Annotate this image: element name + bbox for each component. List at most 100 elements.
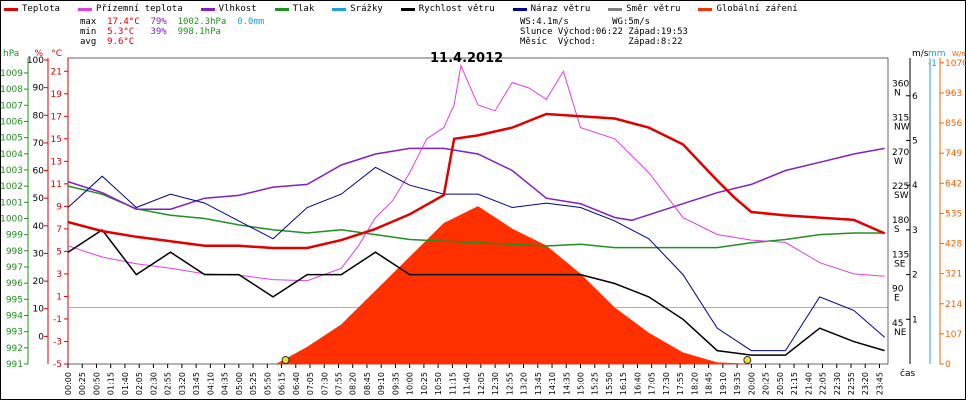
x-tick-label: 23:45 [875, 372, 884, 395]
x-tick-label: 21:40 [804, 372, 813, 395]
radiation-unit-label: W/m² [952, 50, 966, 58]
x-tick-label: 16:40 [633, 372, 642, 395]
legend-swatch [332, 7, 347, 11]
info-moonrise: Měsíc Východ: [520, 37, 596, 47]
pressure-line [67, 185, 885, 249]
x-tick-label: 15:25 [591, 372, 600, 395]
legend-swatch [512, 7, 527, 11]
temperature-tick-label: 15 [51, 135, 62, 145]
radiation-tick-label: 749 [945, 149, 962, 159]
stats-max-rain: 0.0mm [237, 17, 265, 27]
legend-label: Srážky [350, 4, 383, 14]
stats-max-row: max 17.4°C 79% 1002.3hPa 0.0mm [80, 17, 264, 27]
pressure-tick-label: 1004 [0, 150, 23, 160]
humidity-tick-label: 30 [33, 249, 45, 259]
pressure-tick-label: 1001 [0, 198, 23, 208]
legend-swatch [400, 7, 415, 11]
wind-speed-tick-label: 3 [912, 226, 918, 236]
stats-min-press: 998.1hPa [177, 27, 221, 37]
pressure-tick-label: 994 [6, 311, 23, 321]
x-tick-label: 10:00 [406, 372, 415, 395]
radiation-tick-label: 1070 [945, 59, 966, 69]
x-axis-label: čas [900, 368, 915, 379]
info-sunrise: Slunce Východ:06:22 [520, 27, 623, 37]
wind-direction-tick-label: 315 [892, 114, 909, 124]
pressure-tick-label: 1002 [0, 182, 23, 192]
x-tick-label: 06:15 [278, 372, 287, 395]
wind-direction-tick-label: 225 [892, 182, 909, 192]
stats-min-hum: 39% [150, 27, 167, 37]
legend-label: Směr větru [626, 4, 681, 14]
x-tick-label: 23:20 [861, 372, 870, 395]
humidity-tick-label: 100 [27, 56, 44, 66]
humidity-tick-label: 0 [38, 332, 44, 342]
x-tick-label: 02:55 [164, 372, 173, 395]
x-tick-label: 16:15 [619, 372, 628, 395]
legend-item: Teplota [4, 2, 60, 16]
pressure-tick-label: 1003 [0, 166, 23, 176]
temperature-tick-label: 11 [51, 180, 62, 190]
legend-swatch [698, 7, 713, 11]
wind-speed-tick-label: 6 [912, 92, 918, 102]
ground-temperature-line [67, 63, 885, 282]
x-tick-label: 15:50 [605, 372, 614, 395]
stats-block: max 17.4°C 79% 1002.3hPa 0.0mm min 5.3°C… [80, 17, 264, 47]
legend-item: Tlak [274, 2, 314, 16]
humidity-tick-label: 50 [33, 194, 45, 204]
wind-direction-tick-label: S [894, 225, 900, 235]
sunset-marker [743, 356, 752, 364]
legend-label: Náraz větru [530, 4, 591, 14]
x-tick-label: 08:20 [349, 372, 358, 395]
x-tick-label: 15:00 [577, 372, 586, 395]
legend-item: Náraz větru [512, 2, 591, 16]
legend-swatch [274, 7, 289, 11]
x-tick-label: 01:15 [107, 372, 116, 395]
pressure-tick-label: 1007 [0, 101, 23, 111]
wind-direction-tick-label: SE [894, 259, 906, 269]
stats-avg-label: avg [80, 37, 97, 47]
legend-item: Vlhkost [200, 2, 257, 16]
info-row-3: Měsíc Východ: Západ:8:22 [520, 37, 688, 47]
stats-min-row: min 5.3°C 39% 998.1hPa [80, 27, 264, 37]
rain-unit-label: mm [928, 49, 946, 59]
x-tick-label: 13:20 [520, 372, 529, 395]
wind-gust-line [67, 166, 885, 352]
stats-max-press: 1002.3hPa [177, 17, 227, 27]
pressure-tick-label: 1008 [0, 85, 23, 95]
stats-avg-temp: 9.6°C [107, 37, 135, 47]
wind-direction-tick-label: N [894, 88, 901, 98]
x-tick-label: 12:05 [477, 372, 486, 395]
legend-item: Srážky [332, 2, 383, 16]
info-moonset: Západ:8:22 [628, 37, 683, 47]
legend-swatch [608, 7, 623, 11]
x-tick-label: 18:20 [690, 372, 699, 395]
pressure-tick-label: 997 [6, 263, 23, 273]
humidity-tick-label: 60 [33, 167, 45, 177]
x-tick-label: 14:10 [548, 372, 557, 395]
legend-label: Vlhkost [218, 4, 257, 14]
humidity-tick-label: 80 [33, 111, 45, 121]
x-tick-label: 12:30 [491, 372, 500, 395]
wind-direction-tick-label: 270 [892, 148, 909, 158]
wind-direction-tick-label: SW [894, 191, 909, 201]
x-tick-label: 11:15 [448, 372, 457, 395]
legend-label: Teplota [22, 4, 60, 14]
pressure-tick-label: 1009 [0, 69, 23, 79]
temperature-tick-label: 7 [56, 225, 62, 235]
radiation-tick-label: 535 [945, 209, 962, 219]
temperature-tick-label: 13 [51, 157, 62, 167]
x-tick-label: 10:50 [434, 372, 443, 395]
info-block: WS:4.1m/s WG:5m/s Slunce Východ:06:22 Zá… [520, 17, 688, 47]
x-tick-label: 14:35 [562, 372, 571, 395]
radiation-tick-label: 0 [945, 360, 951, 370]
x-tick-label: 22:55 [847, 372, 856, 395]
humidity-tick-label: 70 [33, 139, 45, 149]
stats-max-hum: 79% [150, 17, 167, 27]
chart-title: 11.4.2012 [430, 51, 504, 66]
wind-direction-tick-label: W [894, 157, 903, 167]
temperature-tick-label: 5 [56, 247, 62, 257]
rain-tick-label: -1 [928, 59, 937, 69]
x-tick-label: 17:30 [662, 372, 671, 395]
pressure-tick-label: 1005 [0, 134, 23, 144]
radiation-tick-label: 321 [945, 270, 962, 280]
